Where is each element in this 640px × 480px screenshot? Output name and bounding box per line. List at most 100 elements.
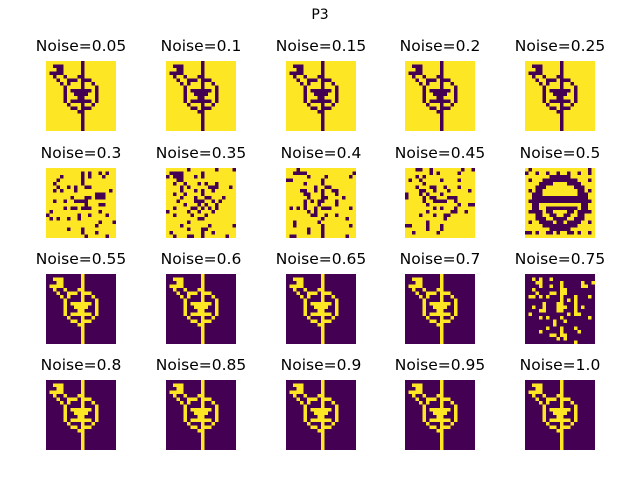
pixel-cell [335, 89, 339, 93]
pixel-cell [440, 96, 444, 100]
pixel-cell [454, 313, 458, 317]
pixel-cell [173, 214, 177, 218]
pixel-cell [304, 96, 308, 100]
pixel-cell [532, 391, 536, 395]
pixel-cell [60, 65, 64, 69]
panel-image [166, 380, 236, 450]
pixel-cell [314, 412, 318, 416]
pixel-cell [553, 412, 557, 416]
pixel-cell [332, 189, 336, 193]
pixel-cell [529, 295, 533, 299]
pixel-cell [430, 302, 434, 306]
pixel-cell [433, 302, 437, 306]
pixel-cell [433, 313, 437, 317]
pixel-cell [433, 214, 437, 218]
pixel-cell [550, 207, 554, 211]
pixel-cell [314, 79, 318, 83]
pixel-cell [433, 306, 437, 310]
pixel-cell [581, 217, 585, 221]
pixel-cell [571, 103, 575, 107]
pixel-cell [78, 394, 82, 398]
panel-image [525, 168, 595, 238]
pixel-cell [293, 224, 297, 228]
pixel-cell [60, 189, 64, 193]
pixel-cell [325, 107, 329, 111]
pixel-cell [95, 313, 99, 317]
pixel-cell [95, 86, 99, 90]
pixel-cell [300, 68, 304, 72]
pixel-cell [416, 186, 420, 190]
pixel-cell [564, 217, 568, 221]
pixel-cell [560, 380, 564, 384]
pixel-cell [187, 398, 191, 402]
pixel-cell [423, 86, 427, 90]
pixel-cell [472, 203, 476, 207]
pixel-cell [81, 288, 85, 292]
pixel-cell [314, 313, 318, 317]
pixel-cell [180, 175, 184, 179]
pixel-cell [564, 419, 568, 423]
pixel-cell [574, 302, 578, 306]
pixel-cell [170, 172, 174, 176]
pixel-cell [578, 196, 582, 200]
pixel-cell [325, 207, 329, 211]
pixel-cell [64, 394, 68, 398]
pixel-cell [321, 327, 325, 331]
pixel-cell [173, 72, 177, 76]
pixel-cell [311, 398, 315, 402]
pixel-cell [81, 313, 85, 317]
pixel-cell [53, 200, 57, 204]
pixel-cell [194, 196, 198, 200]
pixel-cell [201, 313, 205, 317]
pixel-cell [88, 214, 92, 218]
pixel-cell [437, 309, 441, 313]
pixel-cell [335, 405, 339, 409]
panel-title: Noise=0.45 [380, 144, 500, 162]
pixel-cell [440, 299, 444, 303]
pixel-cell [543, 415, 547, 419]
pixel-cell [173, 175, 177, 179]
pixel-cell [318, 203, 322, 207]
pixel-cell [321, 306, 325, 310]
pixel-cell [81, 433, 85, 437]
pixel-cell [201, 217, 205, 221]
pixel-cell [328, 100, 332, 104]
pixel-cell [307, 175, 311, 179]
pixel-cell [454, 100, 458, 104]
pixel-cell [458, 172, 462, 176]
pixel-cell [88, 79, 92, 83]
pixel-cell [318, 221, 322, 225]
pixel-cell [194, 292, 198, 296]
pixel-cell [543, 408, 547, 412]
pixel-cell [64, 86, 68, 90]
pixel-cell [588, 231, 592, 235]
pixel-cell [321, 288, 325, 292]
panel-image [525, 380, 595, 450]
pixel-cell [297, 207, 301, 211]
heatmap-panel [166, 274, 236, 344]
pixel-cell [560, 114, 564, 118]
pixel-cell [447, 79, 451, 83]
pixel-cell [536, 398, 540, 402]
pixel-cell [99, 193, 103, 197]
pixel-cell [325, 398, 329, 402]
pixel-cell [194, 200, 198, 204]
pixel-cell [92, 82, 96, 86]
pixel-cell [532, 278, 536, 282]
pixel-cell [412, 394, 416, 398]
pixel-cell [201, 415, 205, 419]
pixel-cell [536, 384, 540, 388]
pixel-cell [57, 384, 61, 388]
pixel-cell [440, 200, 444, 204]
pixel-cell [318, 394, 322, 398]
pixel-cell [166, 175, 170, 179]
pixel-cell [229, 186, 233, 190]
pixel-cell [60, 281, 64, 285]
pixel-cell [205, 320, 209, 324]
pixel-cell [567, 426, 571, 430]
pixel-cell [81, 281, 85, 285]
pixel-cell [539, 196, 543, 200]
pixel-cell [564, 200, 568, 204]
pixel-cell [328, 79, 332, 83]
pixel-cell [440, 61, 444, 65]
